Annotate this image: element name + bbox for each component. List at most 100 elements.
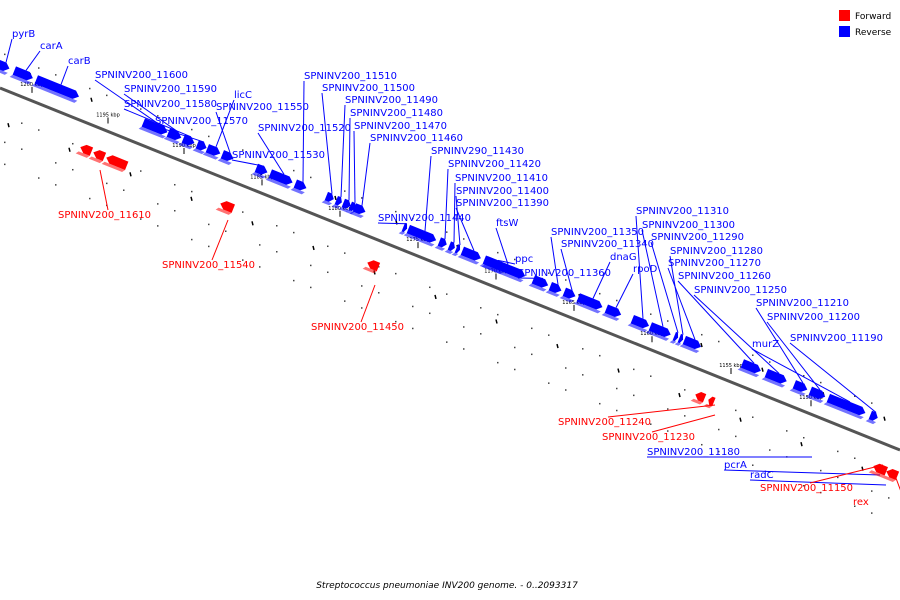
gene-label-spninv200-11190[interactable]: SPNINV200_11190 bbox=[790, 333, 883, 344]
gene-label-dnag[interactable]: dnaG bbox=[610, 252, 637, 263]
gene-label-spninv200-11610[interactable]: SPNINV200_11610 bbox=[58, 210, 151, 221]
spninv200-11450-gene-arrow[interactable] bbox=[362, 258, 381, 274]
spninv200-11570-gene-arrow[interactable] bbox=[192, 139, 209, 155]
gene-label-pcra[interactable]: pcrA bbox=[724, 460, 747, 471]
gene-label-spninv200-11570[interactable]: SPNINV200_11570 bbox=[155, 116, 248, 127]
track-dot bbox=[310, 286, 312, 289]
rex-gene-arrow[interactable] bbox=[881, 466, 900, 483]
gene-label-spninv200-11280[interactable]: SPNINV200_11280 bbox=[670, 246, 763, 257]
spninv200-11350-gene-arrow[interactable] bbox=[545, 281, 563, 297]
gene-label-spninv200-11180[interactable]: SPNINV200_11180 bbox=[647, 447, 740, 458]
gene-label-spninv200-11480[interactable]: SPNINV200_11480 bbox=[350, 108, 443, 119]
gene-label-spninv200-11590[interactable]: SPNINV200_11590 bbox=[124, 84, 217, 95]
spninv200-11230-gene-arrow[interactable] bbox=[703, 395, 716, 409]
cara-gene-arrow[interactable] bbox=[9, 66, 35, 85]
gene-label-spninv200-11270[interactable]: SPNINV200_11270 bbox=[668, 258, 761, 269]
spninv200-11610-gene-arrow[interactable] bbox=[75, 142, 94, 158]
spninv200-11240-gene-arrow[interactable] bbox=[690, 390, 707, 406]
ppc-gene-arrow[interactable] bbox=[481, 256, 507, 275]
spninv200-11580-gene-arrow[interactable] bbox=[178, 134, 196, 150]
gene-label-licc[interactable]: licC bbox=[234, 90, 252, 101]
spninv200-11270-gene-arrow[interactable] bbox=[679, 335, 703, 354]
spninv200-11520-gene-arrow[interactable] bbox=[265, 169, 295, 190]
spninv200-11590-gene-arrow[interactable] bbox=[163, 128, 183, 145]
gene-label-spninv200-11440[interactable]: SPNINV200_11440 bbox=[378, 213, 471, 224]
spninv200-11410-gene-arrow[interactable] bbox=[444, 241, 457, 255]
carb-gene-arrow[interactable] bbox=[31, 75, 81, 104]
gene-label-spninv200-11410[interactable]: SPNINV200_11410 bbox=[455, 173, 548, 184]
gene-label-spninv200-11300[interactable]: SPNINV200_11300 bbox=[642, 220, 735, 231]
spninv200-11250-gene-arrow[interactable] bbox=[761, 368, 789, 388]
gene-label-spninv200-11450[interactable]: SPNINV200_11450 bbox=[311, 322, 404, 333]
gene-label-spninv200-11540[interactable]: SPNINV200_11540 bbox=[162, 260, 255, 271]
spninv200-11210-gene-arrow[interactable] bbox=[789, 379, 809, 396]
gene-label-spninv200-11230[interactable]: SPNINV200_11230 bbox=[602, 432, 695, 443]
gene-label-murz[interactable]: murZ bbox=[752, 339, 779, 350]
spninv200-11420-gene-arrow[interactable] bbox=[434, 237, 449, 252]
gene-label-spninv200-11250[interactable]: SPNINV200_11250 bbox=[694, 285, 787, 296]
spninv200-11600-gene-arrow[interactable] bbox=[138, 118, 169, 140]
gene-label-spninv200-11200[interactable]: SPNINV200_11200 bbox=[767, 312, 860, 323]
spninv200-11360-gene-arrow[interactable] bbox=[528, 274, 550, 292]
spninv200-11200-gene-arrow[interactable] bbox=[805, 386, 827, 404]
spninv200-11150-gene-arrow[interactable] bbox=[868, 461, 888, 478]
spninv200-11260-gene-arrow[interactable] bbox=[737, 359, 763, 378]
gene-label-spninv200-11400[interactable]: SPNINV200_11400 bbox=[456, 186, 549, 197]
gene-label-spninv200-11260[interactable]: SPNINV200_11260 bbox=[678, 271, 771, 282]
spninv200-11290-gene-arrow[interactable] bbox=[669, 331, 680, 344]
gene-label-spninv290-11430[interactable]: SPNINV290_11430 bbox=[431, 146, 524, 157]
gene-label-radc[interactable]: radC bbox=[750, 470, 774, 481]
spninv290-11430-gene-arrow[interactable] bbox=[403, 224, 438, 247]
gene-label-pyrb[interactable]: pyrB bbox=[12, 29, 35, 40]
gene-label-cara[interactable]: carA bbox=[40, 41, 63, 52]
gene-label-spninv200-11340[interactable]: SPNINV200_11340 bbox=[561, 239, 654, 250]
gene-label-spninv200-11210[interactable]: SPNINV200_11210 bbox=[756, 298, 849, 309]
gene-label-spninv200-11520[interactable]: SPNINV200_11520 bbox=[258, 123, 351, 134]
spninv200-11340-gene-arrow[interactable] bbox=[559, 287, 577, 303]
gene-label-carb[interactable]: carB bbox=[68, 56, 91, 67]
gene-label-spninv200-11420[interactable]: SPNINV200_11420 bbox=[448, 159, 541, 170]
spninv200-11500-gene-arrow[interactable] bbox=[321, 191, 336, 206]
spninv200-11390-gene-arrow[interactable] bbox=[457, 246, 483, 265]
gene-label-ftsw[interactable]: ftsW bbox=[496, 218, 518, 229]
spninv200-11480-gene-arrow[interactable] bbox=[338, 198, 353, 213]
spninv200-11310-gene-arrow[interactable] bbox=[627, 314, 651, 333]
spninv200-11190-gene-arrow[interactable] bbox=[865, 410, 880, 425]
spninv200-11610-gene-arrow[interactable] bbox=[88, 147, 107, 164]
gene-label-ppc[interactable]: ppc bbox=[515, 254, 533, 265]
gene-label-spninv200-11510[interactable]: SPNINV200_11510 bbox=[304, 71, 397, 82]
dnag-gene-arrow[interactable] bbox=[573, 293, 604, 315]
gene-label-spninv200-11470[interactable]: SPNINV200_11470 bbox=[354, 121, 447, 132]
spninv200-11460-gene-arrow[interactable] bbox=[349, 202, 367, 219]
murz-gene-arrow[interactable] bbox=[823, 393, 867, 420]
spninv200-11510-gene-arrow[interactable] bbox=[290, 179, 308, 195]
gene-label-spninv200-11310[interactable]: SPNINV200_11310 bbox=[636, 206, 729, 217]
spninv200-11530-gene-arrow[interactable] bbox=[251, 163, 269, 179]
licc-gene-arrow[interactable] bbox=[202, 143, 222, 160]
gene-label-spninv200-11150[interactable]: SPNINV200_11150 bbox=[760, 483, 853, 494]
spninv200-11300-gene-arrow[interactable] bbox=[645, 322, 673, 342]
spninv200-11610-gene-arrow[interactable] bbox=[101, 153, 129, 173]
gene-label-spninv200-11360[interactable]: SPNINV200_11360 bbox=[518, 268, 611, 279]
spninv200-11400-gene-arrow[interactable] bbox=[451, 243, 462, 257]
gene-label-spninv200-11500[interactable]: SPNINV200_11500 bbox=[322, 83, 415, 94]
rpod-gene-arrow[interactable] bbox=[601, 304, 623, 322]
gene-label-spninv200-11240[interactable]: SPNINV200_11240 bbox=[558, 417, 651, 428]
spninv200-11440-gene-arrow[interactable] bbox=[398, 222, 409, 235]
spninv200-11550-gene-arrow[interactable] bbox=[217, 149, 235, 165]
gene-label-spninv200-11550[interactable]: SPNINV200_11550 bbox=[216, 102, 309, 113]
gene-label-spninv200-11600[interactable]: SPNINV200_11600 bbox=[95, 70, 188, 81]
spninv200-11490-gene-arrow[interactable] bbox=[331, 195, 344, 209]
gene-label-spninv200-11530[interactable]: SPNINV200_11530 bbox=[232, 150, 325, 161]
gene-label-spninv200-11580[interactable]: SPNINV200_11580 bbox=[124, 99, 217, 110]
gene-label-spninv200-11460[interactable]: SPNINV200_11460 bbox=[370, 133, 463, 144]
gene-label-spninv200-11290[interactable]: SPNINV200_11290 bbox=[651, 232, 744, 243]
spninv200-11280-gene-arrow[interactable] bbox=[674, 333, 685, 346]
gene-label-spninv200-11490[interactable]: SPNINV200_11490 bbox=[345, 95, 438, 106]
gene-label-spninv200-11390[interactable]: SPNINV200_11390 bbox=[456, 198, 549, 209]
gene-label-spninv200-11350[interactable]: SPNINV200_11350 bbox=[551, 227, 644, 238]
pyrb-gene-arrow[interactable] bbox=[0, 59, 11, 75]
spninv200-11540-gene-arrow[interactable] bbox=[215, 199, 235, 216]
gene-label-rex[interactable]: rex bbox=[853, 497, 869, 508]
gene-label-rpod[interactable]: rpoD bbox=[633, 264, 658, 275]
